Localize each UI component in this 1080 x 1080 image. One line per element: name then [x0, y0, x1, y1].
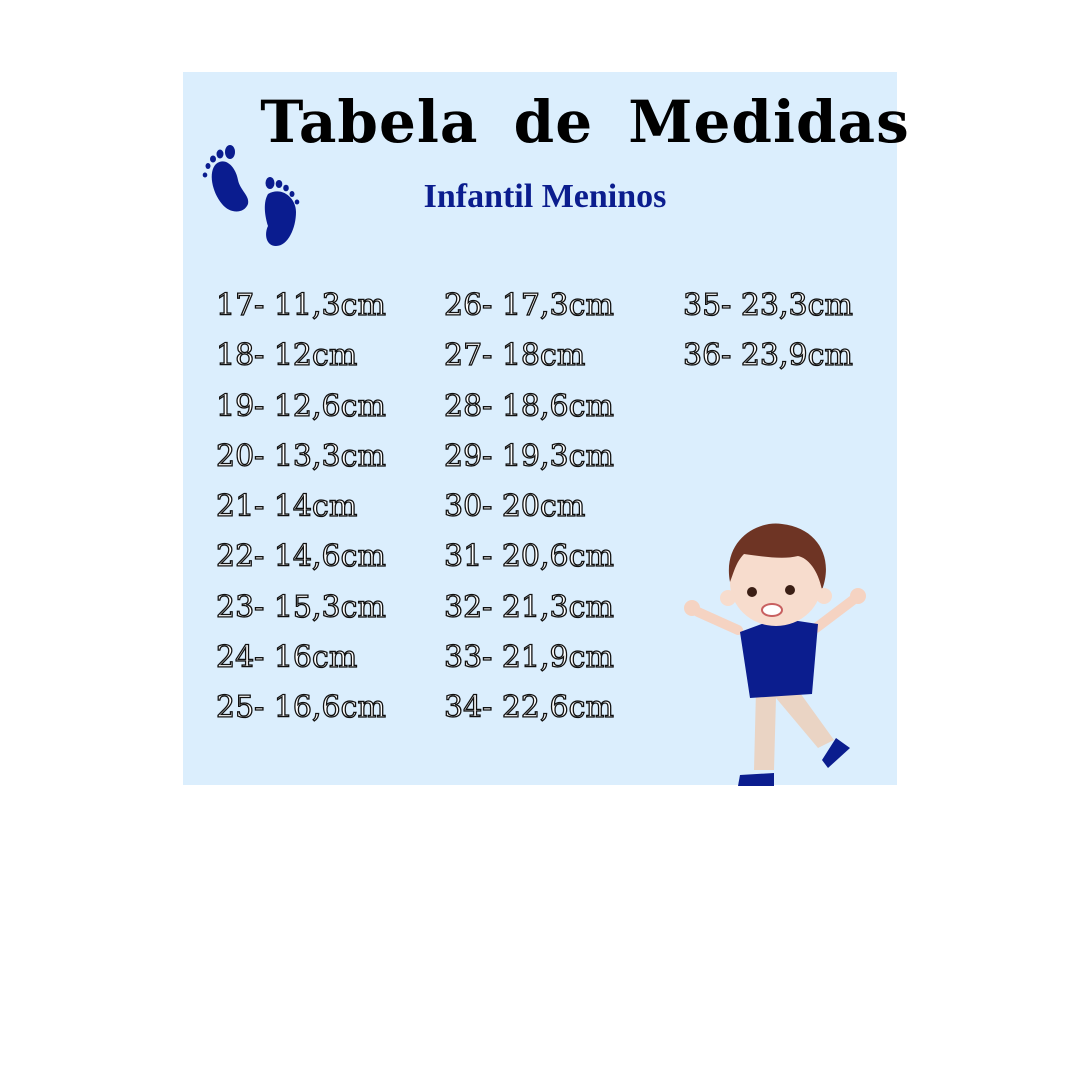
size-row: 23- 15,3cm	[215, 589, 386, 625]
size-row: 30- 20cm	[443, 489, 586, 525]
size-row: 26- 17,3cm	[443, 287, 614, 323]
boy-illustration	[684, 523, 866, 786]
size-row: 21- 14cm	[215, 489, 358, 525]
page-title: Tabela de Medidas	[260, 88, 910, 156]
size-row: 19- 12,6cm	[215, 388, 386, 424]
size-row: 24- 16cm	[215, 639, 358, 676]
size-row: 25- 16,6cm	[215, 690, 386, 726]
size-row: 33- 21,9cm	[443, 639, 614, 676]
size-row: 28- 18,6cm	[443, 388, 614, 424]
size-row: 34- 22,6cm	[443, 690, 614, 726]
size-column-3: 35- 23,3cm 36- 23,9cm	[682, 284, 853, 385]
subtitle: Infantil Meninos	[423, 178, 667, 215]
footprints-icon	[202, 145, 300, 246]
size-row: 17- 11,3cm	[215, 287, 386, 323]
size-row: 20- 13,3cm	[215, 438, 386, 474]
size-column-1: 17- 11,3cm 18- 12cm 19- 12,6cm 20- 13,3c…	[215, 284, 386, 737]
size-row: 35- 23,3cm	[682, 287, 853, 323]
size-row: 18- 12cm	[215, 338, 358, 374]
size-row: 22- 14,6cm	[215, 539, 386, 575]
size-row: 31- 20,6cm	[443, 539, 614, 575]
size-row: 32- 21,3cm	[443, 589, 614, 625]
size-column-2: 26- 17,3cm 27- 18cm 28- 18,6cm 29- 19,3c…	[443, 284, 614, 737]
size-row: 27- 18cm	[443, 338, 586, 374]
size-row: 29- 19,3cm	[443, 438, 614, 474]
size-row: 36- 23,9cm	[682, 338, 853, 374]
